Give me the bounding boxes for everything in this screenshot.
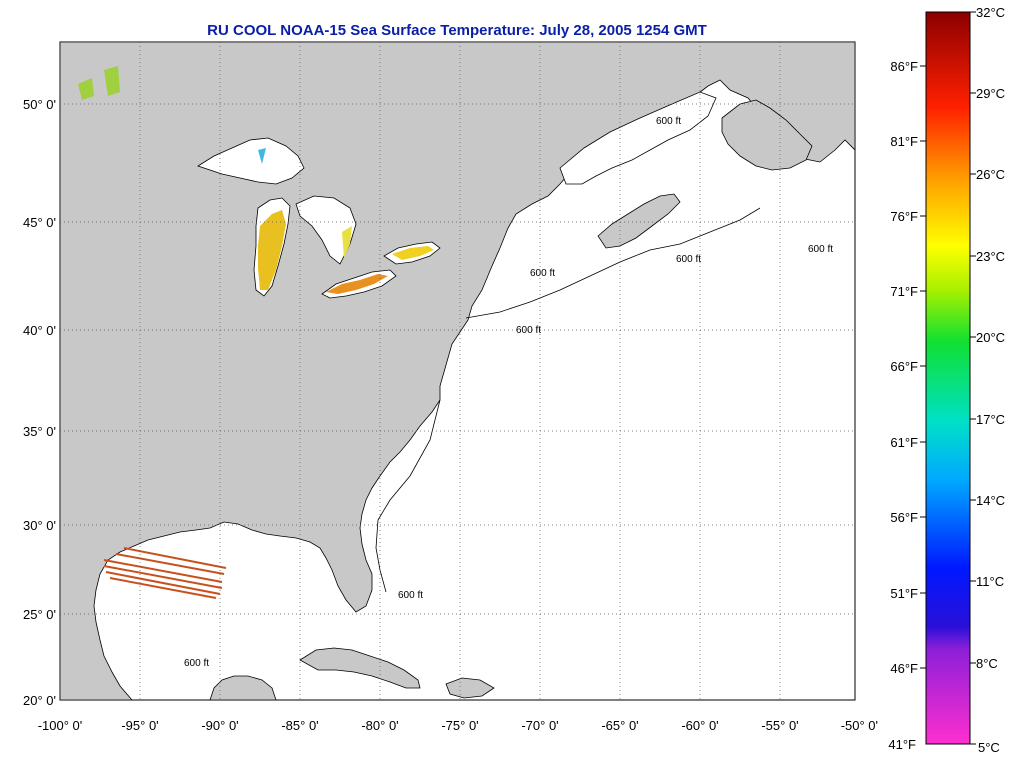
map-grid (60, 42, 855, 700)
sst-lake-north-a (78, 78, 94, 100)
fahrenheit-label-61: 61°F (890, 435, 918, 450)
celsius-label-20: 20°C (976, 330, 1005, 345)
celsius-label-11: 11°C (976, 574, 1004, 589)
celsius-label-17: 17°C (976, 412, 1005, 427)
sst-gulf-of-mexico (103, 547, 227, 599)
gulf-st-lawrence (559, 91, 717, 185)
longitude-labels: -100° 0' -95° 0' -90° 0' -85° 0' -80° 0'… (38, 718, 878, 733)
lon-label-100: -100° 0' (38, 718, 83, 733)
lon-label-70: -70° 0' (521, 718, 558, 733)
map-layers (60, 42, 855, 700)
sst-lake-erie (326, 274, 388, 294)
celsius-label-8: 8°C (976, 656, 998, 671)
sst-lake-michigan (258, 210, 286, 290)
lon-label-50: -50° 0' (841, 718, 878, 733)
lat-label-35: 35° 0' (23, 424, 56, 439)
lon-label-90: -90° 0' (201, 718, 238, 733)
lat-label-20: 20° 0' (23, 693, 56, 708)
colorbar-celsius-ticks (970, 11, 976, 745)
celsius-label-29: 29°C (976, 86, 1005, 101)
contour-label-1: 600 ft (516, 325, 541, 336)
lon-label-80: -80° 0' (361, 718, 398, 733)
sst-lake-north-b (104, 66, 120, 96)
celsius-label-5: 5°C (978, 740, 1000, 755)
fahrenheit-labels: 86°F 81°F 76°F 71°F 66°F 61°F 56°F 51°F … (888, 59, 918, 752)
fahrenheit-label-66: 66°F (890, 359, 918, 374)
lon-label-60: -60° 0' (681, 718, 718, 733)
celsius-label-26: 26°C (976, 167, 1005, 182)
colorbar-fahrenheit-ticks (920, 65, 926, 669)
lake-superior (197, 137, 305, 185)
contour-label-3: 600 ft (676, 254, 701, 265)
fahrenheit-label-81: 81°F (890, 134, 918, 149)
lon-label-75: -75° 0' (441, 718, 478, 733)
lon-label-95: -95° 0' (121, 718, 158, 733)
map-title: RU COOL NOAA-15 Sea Surface Temperature:… (207, 22, 707, 39)
sst-lake-ontario (392, 246, 434, 260)
contour-label-6: 600 ft (398, 590, 423, 601)
land-yucatan (209, 675, 277, 700)
contour-label-7: 600 ft (184, 658, 209, 669)
lat-label-25: 25° 0' (23, 607, 56, 622)
celsius-label-32: 32°C (976, 5, 1005, 20)
celsius-labels: 32°C 29°C 26°C 23°C 20°C 17°C 14°C 11°C … (976, 5, 1005, 755)
sst-lake-superior (258, 148, 266, 164)
land-hispaniola (445, 677, 495, 699)
lon-label-65: -65° 0' (601, 718, 638, 733)
fahrenheit-label-41: 41°F (888, 737, 916, 752)
fahrenheit-label-86: 86°F (890, 59, 918, 74)
lat-label-45: 45° 0' (23, 215, 56, 230)
lat-label-30: 30° 0' (23, 518, 56, 533)
contour-label-5: 600 ft (656, 116, 681, 127)
lon-label-55: -55° 0' (761, 718, 798, 733)
contour-labels: 600 ft 600 ft 600 ft 600 ft 600 ft 600 f… (184, 116, 833, 669)
sst-lake-huron (342, 226, 352, 258)
fahrenheit-label-71: 71°F (890, 284, 918, 299)
lat-label-40: 40° 0' (23, 323, 56, 338)
celsius-label-23: 23°C (976, 249, 1005, 264)
fahrenheit-label-46: 46°F (890, 661, 918, 676)
lon-label-85: -85° 0' (281, 718, 318, 733)
colorbar (925, 11, 971, 745)
latitude-labels: 50° 0' 45° 0' 40° 0' 35° 0' 30° 0' 25° 0… (23, 97, 56, 708)
lat-label-50: 50° 0' (23, 97, 56, 112)
fahrenheit-label-76: 76°F (890, 209, 918, 224)
land-newfoundland (721, 99, 813, 171)
land-cuba (299, 647, 421, 689)
contour-label-2: 600 ft (530, 268, 555, 279)
contour-label-4: 600 ft (808, 244, 833, 255)
fahrenheit-label-56: 56°F (890, 510, 918, 525)
celsius-label-14: 14°C (976, 493, 1005, 508)
fahrenheit-label-51: 51°F (890, 586, 918, 601)
